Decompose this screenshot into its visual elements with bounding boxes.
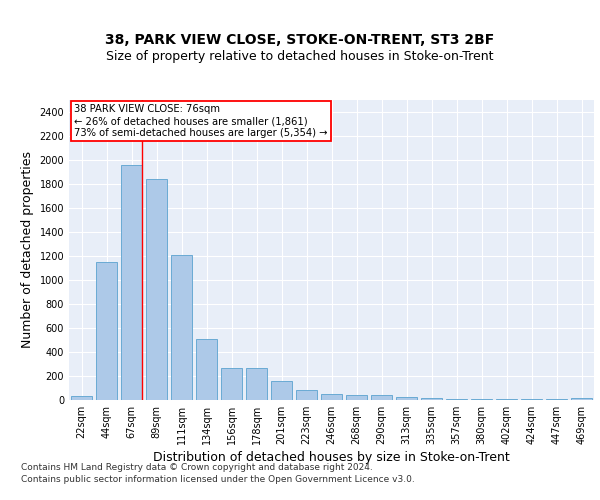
Bar — [371, 395, 392, 400]
Bar — [396, 398, 417, 400]
Bar — [321, 394, 342, 400]
Bar — [571, 398, 592, 400]
Bar — [171, 255, 192, 400]
Text: Size of property relative to detached houses in Stoke-on-Trent: Size of property relative to detached ho… — [106, 50, 494, 63]
X-axis label: Distribution of detached houses by size in Stoke-on-Trent: Distribution of detached houses by size … — [153, 451, 510, 464]
Bar — [71, 396, 92, 400]
Text: 38, PARK VIEW CLOSE, STOKE-ON-TRENT, ST3 2BF: 38, PARK VIEW CLOSE, STOKE-ON-TRENT, ST3… — [106, 32, 494, 46]
Bar — [296, 390, 317, 400]
Text: 38 PARK VIEW CLOSE: 76sqm
← 26% of detached houses are smaller (1,861)
73% of se: 38 PARK VIEW CLOSE: 76sqm ← 26% of detac… — [74, 104, 328, 138]
Bar — [96, 262, 117, 400]
Bar — [221, 368, 242, 400]
Bar — [421, 398, 442, 400]
Text: Contains public sector information licensed under the Open Government Licence v3: Contains public sector information licen… — [21, 475, 415, 484]
Text: Contains HM Land Registry data © Crown copyright and database right 2024.: Contains HM Land Registry data © Crown c… — [21, 462, 373, 471]
Bar — [271, 382, 292, 400]
Bar — [121, 165, 142, 400]
Bar — [446, 398, 467, 400]
Y-axis label: Number of detached properties: Number of detached properties — [21, 152, 34, 348]
Bar — [246, 368, 267, 400]
Bar — [146, 179, 167, 400]
Bar — [346, 394, 367, 400]
Bar — [196, 339, 217, 400]
Bar — [471, 398, 492, 400]
